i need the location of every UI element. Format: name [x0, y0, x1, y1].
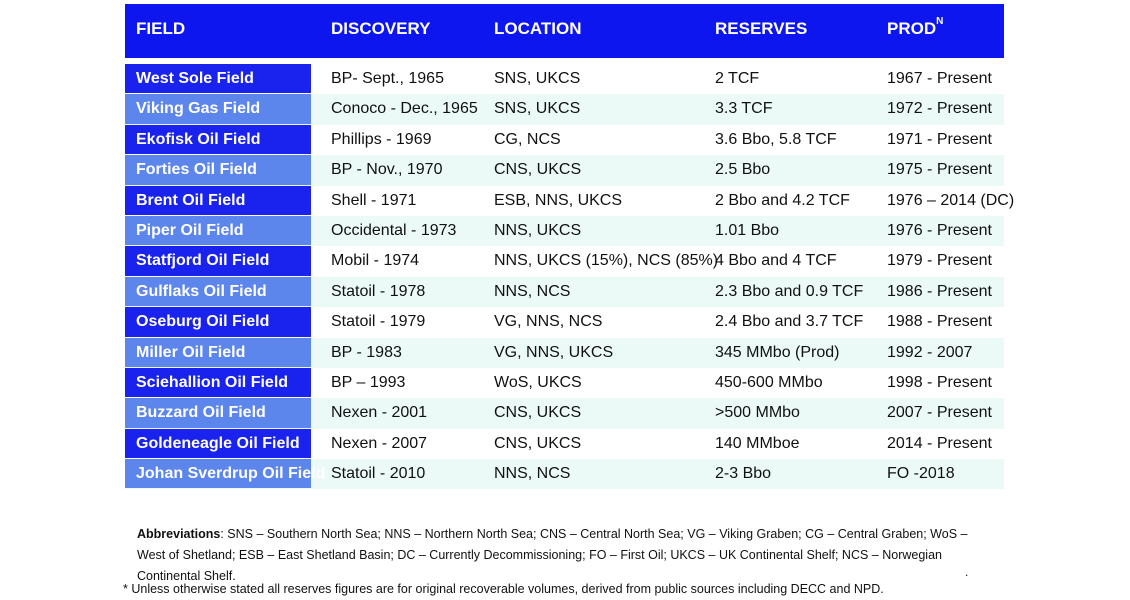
- location-cell: SNS, UKCS: [494, 70, 581, 87]
- field-name-cell: Buzzard Oil Field: [125, 398, 311, 428]
- field-name-cell: Statfjord Oil Field: [125, 246, 311, 276]
- location-cell: CNS, UKCS: [494, 161, 582, 179]
- production-cell: 1967 - Present: [887, 70, 992, 87]
- location-cell: WoS, UKCS: [494, 373, 582, 391]
- location-cell: VG, NNS, NCS: [494, 313, 603, 331]
- reserves-cell: 1.01 Bbo: [715, 221, 780, 239]
- table-row: Statfjord Oil Field Mobil - 1974 NNS, UKCS…: [125, 246, 1004, 276]
- production-cell: 1988 - Present: [887, 313, 992, 331]
- table-header: FIELD DISCOVERY LOCATION RESERVES PRODN: [125, 4, 1004, 58]
- location-cell: NNS, NCS: [494, 282, 571, 300]
- location-cell: CNS, UKCS: [494, 404, 582, 422]
- table-row: Brent Oil Field Shell - 1971 ESB, NNS, UKC…: [125, 185, 1014, 216]
- reserves-cell: 345 MMbo (Prod): [715, 343, 840, 361]
- discovery-cell: Mobil - 1974: [331, 252, 420, 270]
- production-cell: 1992 - 2007: [887, 343, 973, 361]
- production-cell: 1976 – 2014 (DC): [887, 191, 1015, 209]
- reserves-cell: 2.4 Bbo and 3.7 TCF: [715, 313, 864, 331]
- abbreviations-label: Abbreviations: [137, 527, 221, 541]
- discovery-cell: Nexen - 2001: [331, 404, 428, 422]
- field-name-cell: Goldeneagle Oil Field: [125, 428, 311, 459]
- field-name-cell: Ekofisk Oil Field: [125, 124, 311, 155]
- discovery-cell: BP- Sept., 1965: [331, 70, 444, 87]
- table-row: Sciehallion Oil Field BP – 1993 WoS, UKCS 4…: [125, 367, 1004, 398]
- abbreviations-note: Abbreviations: SNS – Southern North Sea;…: [137, 524, 997, 587]
- table-row: Goldeneagle Oil Field Nexen - 2007 CNS, UK…: [125, 428, 1004, 459]
- production-cell: 1986 - Present: [887, 282, 992, 300]
- reserves-cell: 2-3 Bbo: [715, 465, 772, 483]
- discovery-cell: Statoil - 2010: [331, 465, 426, 483]
- field-name-cell: Forties Oil Field: [125, 155, 311, 185]
- table-row: West Sole Field BP- Sept., 1965 SNS, UKCS 2…: [125, 64, 1004, 94]
- production-cell: 1979 - Present: [887, 252, 992, 270]
- production-cell: 2007 - Present: [887, 404, 992, 422]
- field-name-cell: Gulflaks Oil Field: [125, 276, 311, 307]
- production-cell: FO -2018: [887, 465, 955, 483]
- discovery-cell: Statoil - 1979: [331, 313, 426, 331]
- table-body: West Sole Field BP- Sept., 1965 SNS, UKCS 2…: [125, 64, 1014, 490]
- field-name-cell: Johan Sverdrup Oil Field: [125, 459, 325, 489]
- discovery-cell: Conoco - Dec., 1965: [331, 100, 478, 118]
- production-cell: 1971 - Present: [887, 130, 992, 148]
- location-cell: ESB, NNS, UKCS: [494, 191, 623, 209]
- location-cell: VG, NNS, UKCS: [494, 343, 614, 361]
- header-discovery: DISCOVERY: [331, 19, 431, 38]
- table-row: Johan Sverdrup Oil Field Statoil - 2010 NN…: [125, 459, 1004, 490]
- reserves-cell: 140 MMboe: [715, 434, 800, 452]
- field-name-cell: West Sole Field: [125, 64, 311, 94]
- table-row: Forties Oil Field BP - Nov., 1970 CNS, UKC…: [125, 155, 1004, 186]
- location-cell: CG, NCS: [494, 130, 561, 148]
- production-cell: 1975 - Present: [887, 161, 992, 179]
- abbreviations-text: : SNS – Southern North Sea; NNS – Northe…: [137, 527, 968, 583]
- discovery-cell: Phillips - 1969: [331, 130, 432, 148]
- footnote: * Unless otherwise stated all reserves f…: [123, 582, 884, 596]
- discovery-cell: BP - 1983: [331, 343, 402, 361]
- table-row: Piper Oil Field Occidental - 1973 NNS, UKC…: [125, 215, 1004, 247]
- header-location: LOCATION: [494, 19, 582, 38]
- trailing-dot: .: [965, 565, 969, 579]
- discovery-cell: Shell - 1971: [331, 191, 417, 209]
- production-cell: 1972 - Present: [887, 100, 992, 118]
- header-production: PRODN: [887, 16, 944, 38]
- table-row: Ekofisk Oil Field Phillips - 1969 CG, NCS 3…: [125, 124, 1004, 155]
- table-row: Miller Oil Field BP - 1983 VG, NNS, UKCS 34…: [125, 337, 1004, 368]
- location-cell: CNS, UKCS: [494, 434, 582, 452]
- header-production-superscript: N: [936, 16, 944, 27]
- table-row: Buzzard Oil Field Nexen - 2001 CNS, UKCS >5…: [125, 398, 1004, 429]
- reserves-cell: 450-600 MMbo: [715, 373, 823, 391]
- location-cell: SNS, UKCS: [494, 100, 581, 118]
- reserves-cell: 4 Bbo and 4 TCF: [715, 252, 837, 270]
- table-row: Gulflaks Oil Field Statoil - 1978 NNS, NCS…: [125, 276, 1004, 308]
- reserves-cell: >500 MMbo: [715, 404, 800, 422]
- reserves-cell: 2 TCF: [715, 70, 760, 87]
- discovery-cell: Occidental - 1973: [331, 221, 457, 239]
- production-cell: 1976 - Present: [887, 221, 992, 239]
- production-cell: 1998 - Present: [887, 373, 992, 391]
- reserves-cell: 2.3 Bbo and 0.9 TCF: [715, 282, 864, 300]
- table-row: Oseburg Oil Field Statoil - 1979 VG, NNS, …: [125, 307, 1004, 337]
- field-name-cell: Viking Gas Field: [125, 94, 311, 124]
- reserves-cell: 3.3 TCF: [715, 100, 773, 118]
- discovery-cell: Nexen - 2007: [331, 434, 428, 452]
- field-name-cell: Oseburg Oil Field: [125, 307, 311, 337]
- field-name-cell: Brent Oil Field: [125, 185, 311, 215]
- location-cell: NNS, UKCS: [494, 221, 582, 239]
- reserves-cell: 2.5 Bbo: [715, 161, 771, 179]
- discovery-cell: Statoil - 1978: [331, 282, 426, 300]
- header-field: FIELD: [136, 19, 186, 38]
- production-cell: 2014 - Present: [887, 434, 992, 452]
- table-row: Viking Gas Field Conoco - Dec., 1965 SNS, …: [125, 94, 1004, 125]
- field-name-cell: Miller Oil Field: [125, 337, 311, 367]
- reserves-cell: 3.6 Bbo, 5.8 TCF: [715, 130, 837, 148]
- discovery-cell: BP - Nov., 1970: [331, 161, 443, 179]
- location-cell: NNS, NCS: [494, 465, 571, 483]
- location-cell: NNS, UKCS (15%), NCS (85%): [494, 252, 719, 270]
- field-name-cell: Sciehallion Oil Field: [125, 367, 311, 398]
- field-name-cell: Piper Oil Field: [125, 215, 311, 246]
- discovery-cell: BP – 1993: [331, 373, 406, 391]
- header-reserves: RESERVES: [715, 19, 808, 38]
- reserves-cell: 2 Bbo and 4.2 TCF: [715, 191, 850, 209]
